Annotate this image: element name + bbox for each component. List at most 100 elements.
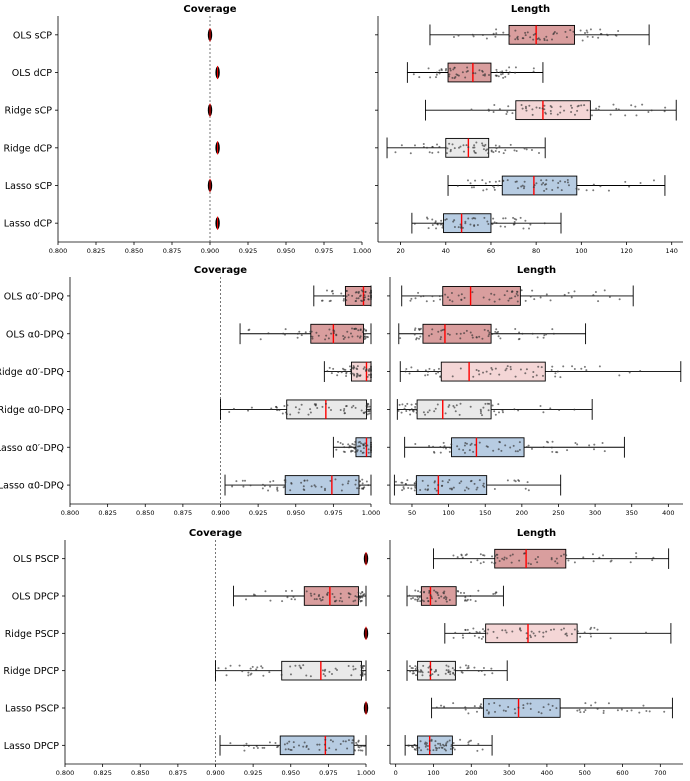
data-point xyxy=(594,701,597,704)
x-tick-label: 0.950 xyxy=(277,247,296,255)
y-tick-label: Ridge PSCP xyxy=(5,629,60,640)
data-point xyxy=(347,443,350,446)
data-point xyxy=(354,599,357,602)
data-point xyxy=(290,482,293,485)
data-point xyxy=(427,370,430,373)
data-point xyxy=(513,149,516,152)
box-iqr xyxy=(485,623,578,644)
data-point xyxy=(549,299,552,302)
data-point xyxy=(354,406,357,409)
data-point xyxy=(355,327,358,330)
data-point xyxy=(539,296,542,299)
data-point xyxy=(545,630,548,633)
chart-panel-1: Coverage 0.800 0.825 0.850 0.875 0.900 0.925 0.… xyxy=(3,4,371,255)
data-point xyxy=(497,448,500,451)
data-point xyxy=(427,666,430,669)
data-point xyxy=(428,749,431,752)
data-point xyxy=(341,600,344,603)
data-point xyxy=(286,404,289,407)
data-point xyxy=(424,369,427,372)
data-point xyxy=(603,289,606,292)
data-point xyxy=(663,110,666,113)
data-point xyxy=(519,368,522,371)
data-point xyxy=(364,369,367,372)
data-point xyxy=(454,631,457,634)
data-point xyxy=(370,370,372,373)
data-point xyxy=(488,333,491,336)
chart-panel-2: Length 20 40 60 80 100 120 140 xyxy=(375,4,683,255)
y-tick-label: Lasso α0′-DPQ xyxy=(0,443,64,454)
data-point xyxy=(466,628,469,631)
data-point xyxy=(524,219,527,222)
data-point xyxy=(276,489,279,492)
data-point xyxy=(452,405,455,408)
data-point xyxy=(414,667,417,670)
data-point xyxy=(589,635,592,638)
data-point xyxy=(316,743,319,746)
data-point xyxy=(445,218,448,221)
data-point xyxy=(439,744,442,747)
data-point xyxy=(300,667,303,670)
data-point xyxy=(444,146,447,149)
data-point xyxy=(400,144,403,147)
chart-panel-3: Coverage 0.800 0.825 0.850 0.875 0.900 0.925 0.… xyxy=(0,265,380,517)
data-point xyxy=(516,290,519,293)
box-iqr xyxy=(415,475,488,495)
data-point xyxy=(419,295,422,298)
data-point xyxy=(487,109,490,112)
data-point xyxy=(452,746,455,749)
data-point xyxy=(305,746,308,749)
data-point xyxy=(475,630,478,633)
x-tick-label: 400 xyxy=(662,509,674,517)
data-point xyxy=(417,670,420,673)
data-point xyxy=(492,630,495,633)
data-point xyxy=(463,332,466,335)
data-point xyxy=(345,375,348,378)
data-point xyxy=(358,295,361,298)
data-point xyxy=(480,703,483,706)
data-point xyxy=(290,748,293,751)
x-tick-label: 200 xyxy=(465,769,477,777)
data-point xyxy=(318,743,321,746)
data-point xyxy=(359,329,362,332)
data-point xyxy=(489,372,492,375)
data-point xyxy=(529,636,532,639)
data-point xyxy=(262,674,265,677)
data-point xyxy=(365,408,368,411)
data-point xyxy=(617,108,620,111)
data-point xyxy=(595,107,598,110)
data-point xyxy=(495,28,498,31)
data-point xyxy=(414,589,417,592)
data-point xyxy=(438,596,441,599)
data-point xyxy=(505,69,508,72)
data-point xyxy=(431,218,434,221)
data-point xyxy=(342,337,345,340)
data-point xyxy=(340,371,343,374)
data-point xyxy=(645,710,648,713)
data-point xyxy=(472,186,475,189)
data-point xyxy=(576,630,579,633)
data-point xyxy=(459,591,462,594)
data-point xyxy=(494,144,497,147)
data-point xyxy=(355,299,358,302)
data-point xyxy=(550,369,553,372)
data-point xyxy=(457,590,460,593)
data-point xyxy=(635,114,638,117)
data-point xyxy=(518,480,521,483)
data-point xyxy=(639,370,642,373)
data-point xyxy=(276,488,279,491)
x-tick-label: 0.850 xyxy=(125,247,144,255)
data-point xyxy=(336,440,339,443)
data-point xyxy=(535,106,538,109)
data-point xyxy=(509,446,512,449)
data-point xyxy=(316,407,319,410)
data-point xyxy=(323,489,326,492)
data-point xyxy=(414,486,417,489)
data-point xyxy=(472,72,475,75)
data-point xyxy=(453,668,456,671)
data-point xyxy=(263,484,266,487)
data-point xyxy=(437,594,440,597)
data-point xyxy=(255,668,258,671)
data-point xyxy=(504,444,507,447)
data-point xyxy=(281,412,284,415)
